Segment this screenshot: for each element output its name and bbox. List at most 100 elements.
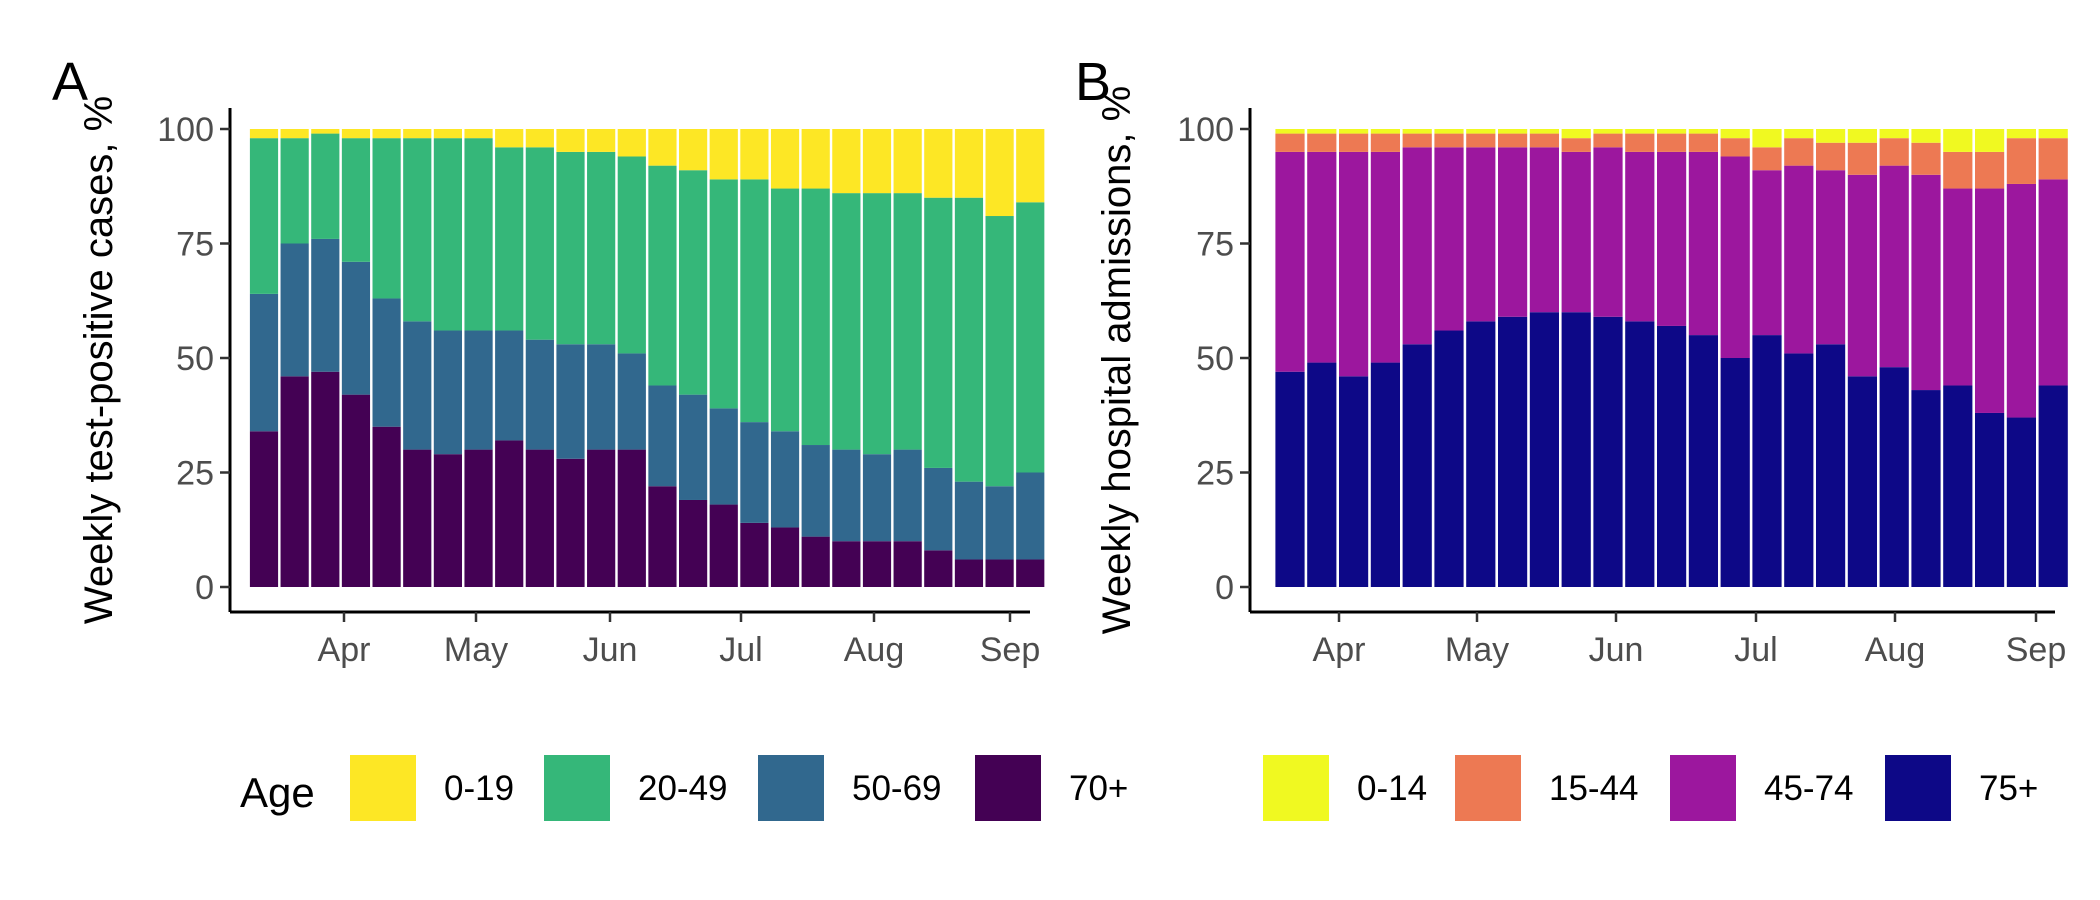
bar-0-14-week-14: [1688, 129, 1718, 134]
bar-50-69-week-5: [372, 298, 401, 427]
bar-0-19-week-20: [832, 129, 861, 194]
y-tick-label: 50: [176, 340, 214, 378]
bar-0-19-week-23: [924, 129, 953, 198]
bar-45-74-week-9: [1529, 147, 1559, 313]
bar-20-49-week-23: [924, 197, 953, 468]
x-tick-label: Jul: [719, 631, 762, 669]
bar-70+-week-6: [403, 449, 432, 587]
bar-45-74-week-15: [1720, 156, 1750, 358]
bar-50-69-week-16: [709, 408, 738, 505]
bar-50-69-week-24: [954, 481, 984, 560]
bar-20-49-week-21: [862, 193, 892, 455]
bar-15-44-week-25: [2038, 138, 2068, 180]
bar-0-14-week-10: [1561, 129, 1591, 139]
bar-75+-week-14: [1688, 335, 1718, 587]
bar-75+-week-4: [1370, 362, 1400, 587]
bar-20-49-week-26: [1016, 202, 1045, 473]
x-tick-label: Jun: [583, 631, 638, 669]
bar-20-49-week-24: [954, 197, 984, 482]
legend-label: 0-14: [1357, 769, 1427, 808]
legend-label: 50-69: [852, 769, 942, 808]
bar-0-14-week-12: [1625, 129, 1655, 134]
bar-70+-week-21: [862, 541, 892, 587]
y-tick-label: 0: [1215, 569, 1234, 607]
bar-20-49-week-11: [556, 151, 585, 345]
bar-20-49-week-17: [740, 179, 769, 423]
bar-15-44-week-12: [1625, 133, 1655, 152]
bar-0-14-week-5: [1402, 129, 1432, 134]
legend-label: 20-49: [638, 769, 728, 808]
y-axis-title: Weekly test-positive cases, %: [77, 96, 121, 624]
bar-15-44-week-4: [1370, 133, 1400, 152]
bar-45-74-week-11: [1593, 147, 1623, 317]
bar-15-44-week-11: [1593, 133, 1623, 148]
x-tick-label: Apr: [1313, 631, 1366, 669]
bar-0-19-week-26: [1016, 129, 1045, 203]
y-tick-label: 75: [1196, 226, 1234, 264]
bar-50-69-week-13: [617, 353, 646, 450]
y-tick-label: 100: [157, 111, 214, 149]
bar-0-14-week-15: [1720, 129, 1750, 139]
bar-70+-week-11: [556, 458, 585, 587]
bar-70+-week-14: [648, 486, 677, 587]
bar-15-44-week-13: [1657, 133, 1687, 152]
bar-0-14-week-1: [1275, 129, 1305, 134]
bar-20-49-week-12: [587, 151, 616, 345]
bar-20-49-week-14: [648, 165, 677, 386]
bar-0-14-week-25: [2038, 129, 2068, 139]
bar-45-74-week-6: [1434, 147, 1464, 331]
bar-75+-week-17: [1784, 353, 1814, 587]
bar-0-19-week-13: [617, 129, 646, 157]
bar-15-44-week-2: [1307, 133, 1337, 152]
legend-swatch-70+: [975, 755, 1041, 821]
bar-15-44-week-5: [1402, 133, 1432, 148]
bar-50-69-week-14: [648, 385, 677, 487]
bar-0-14-week-22: [1943, 129, 1973, 152]
bar-75+-week-18: [1816, 344, 1846, 587]
bar-70+-week-2: [280, 376, 309, 587]
bar-75+-week-2: [1307, 362, 1337, 587]
bar-0-19-week-19: [801, 129, 830, 189]
bar-45-74-week-10: [1561, 151, 1591, 313]
bar-50-69-week-23: [924, 467, 953, 551]
bar-20-49-week-2: [280, 138, 309, 244]
bar-70+-week-10: [525, 449, 554, 587]
bar-50-69-week-21: [862, 454, 892, 542]
bar-0-14-week-6: [1434, 129, 1464, 134]
y-tick-label: 25: [176, 455, 214, 493]
bar-70+-week-19: [801, 536, 830, 587]
bar-20-49-week-7: [433, 138, 462, 331]
bar-45-74-week-8: [1498, 147, 1528, 317]
bar-75+-week-8: [1498, 316, 1528, 587]
bar-75+-week-16: [1752, 335, 1782, 587]
bar-70+-week-5: [372, 426, 401, 587]
bar-75+-week-25: [2038, 385, 2068, 587]
x-tick-label: Apr: [318, 631, 371, 669]
bar-75+-week-1: [1275, 371, 1305, 587]
bar-50-69-week-8: [464, 330, 493, 450]
legend-swatch-15-44: [1455, 755, 1521, 821]
x-tick-label: Jun: [1589, 631, 1644, 669]
bar-0-19-week-10: [525, 129, 554, 148]
bar-15-44-week-16: [1752, 147, 1782, 171]
bar-20-49-week-25: [985, 216, 1014, 487]
bar-70+-week-3: [311, 371, 340, 587]
bar-20-49-week-22: [893, 193, 922, 450]
bar-15-44-week-6: [1434, 133, 1464, 148]
bar-20-49-week-20: [832, 193, 861, 450]
bar-15-44-week-9: [1529, 133, 1559, 148]
legend-swatch-50-69: [758, 755, 824, 821]
bar-50-69-week-10: [525, 339, 554, 450]
bar-15-44-week-24: [2006, 138, 2036, 184]
bar-15-44-week-21: [1911, 142, 1941, 175]
bar-75+-week-6: [1434, 330, 1464, 587]
y-axis-title: Weekly hospital admissions, %: [1095, 86, 1139, 634]
bar-0-14-week-21: [1911, 129, 1941, 143]
bar-20-49-week-15: [679, 170, 708, 395]
bar-15-44-week-18: [1816, 142, 1846, 171]
x-tick-label: May: [444, 631, 508, 669]
bar-15-44-week-22: [1943, 151, 1973, 189]
bar-70+-week-18: [770, 527, 800, 587]
bar-70+-week-17: [740, 522, 769, 587]
bar-75+-week-9: [1529, 312, 1559, 587]
